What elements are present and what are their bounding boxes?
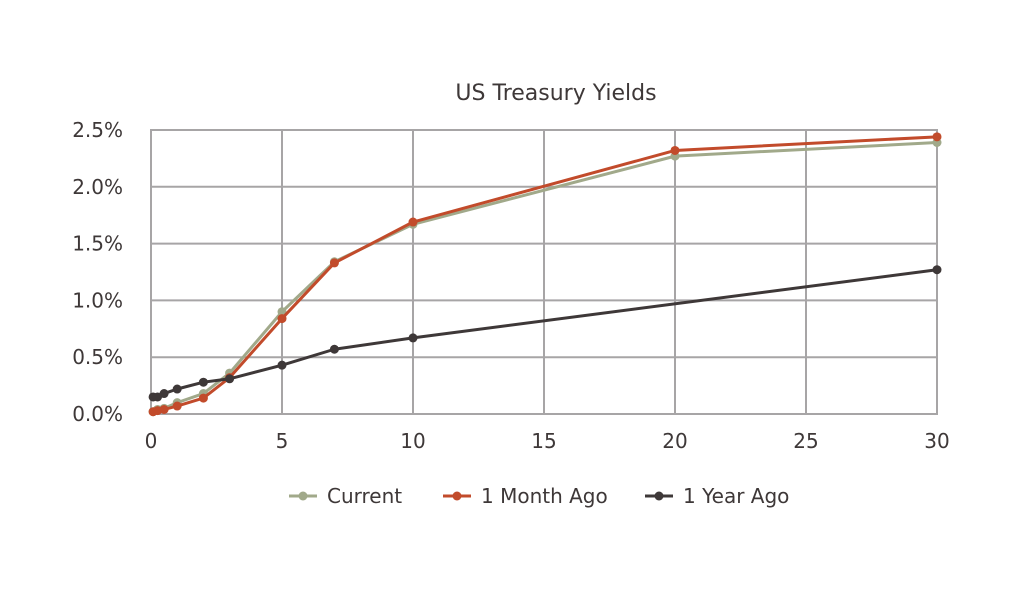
data-point: [408, 333, 418, 343]
series-current: [148, 137, 942, 417]
series-1-month-ago: [148, 132, 942, 417]
x-tick-label: 15: [531, 429, 556, 453]
legend-label: 1 Month Ago: [481, 484, 608, 508]
y-tick-label: 1.0%: [72, 288, 123, 312]
legend-swatch-marker: [452, 491, 462, 501]
series-1-year-ago: [148, 265, 942, 402]
legend-item: 1 Month Ago: [443, 484, 608, 508]
data-point: [329, 258, 339, 268]
series-line: [152, 140, 938, 414]
x-tick-label: 0: [145, 429, 158, 453]
y-tick-label: 2.0%: [72, 175, 123, 199]
data-point: [932, 265, 942, 275]
legend-label: 1 Year Ago: [683, 484, 789, 508]
data-point: [159, 404, 169, 414]
y-tick-label: 0.5%: [72, 345, 123, 369]
x-tick-label: 30: [924, 429, 949, 453]
x-tick-label: 25: [793, 429, 818, 453]
y-tick-label: 0.0%: [72, 402, 123, 426]
y-tick-label: 1.5%: [72, 232, 123, 256]
series-line: [152, 135, 938, 414]
data-point: [172, 401, 182, 411]
legend-label: Current: [327, 484, 402, 508]
data-point: [408, 217, 418, 227]
data-point: [159, 389, 169, 399]
legend-item: Current: [289, 484, 402, 508]
data-point: [277, 314, 287, 324]
data-point: [329, 344, 339, 354]
x-tick-label: 20: [662, 429, 687, 453]
legend-swatch-marker: [298, 491, 308, 501]
legend-swatch-marker: [654, 491, 664, 501]
y-tick-label: 2.5%: [72, 118, 123, 142]
data-point: [277, 360, 287, 370]
chart-title: US Treasury Yields: [455, 81, 656, 106]
legend-item: 1 Year Ago: [645, 484, 789, 508]
data-point: [172, 384, 182, 394]
data-point: [670, 145, 680, 155]
x-tick-label: 5: [276, 429, 289, 453]
x-tick-label: 10: [400, 429, 425, 453]
data-point: [225, 374, 235, 384]
data-point: [932, 132, 942, 142]
data-point: [198, 393, 208, 403]
data-point: [198, 377, 208, 387]
